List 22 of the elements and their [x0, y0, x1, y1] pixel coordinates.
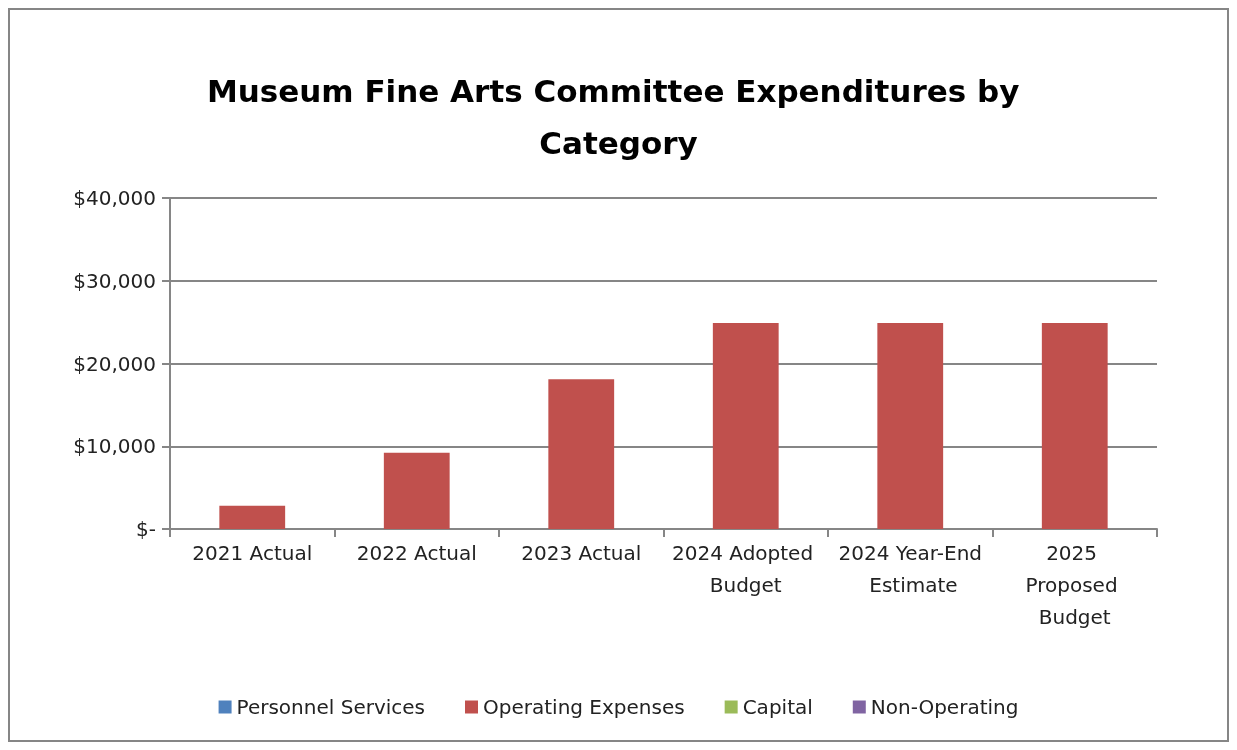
x-tick-label: 2024 Year-End Estimate: [838, 541, 983, 597]
bar: [548, 379, 615, 529]
legend-label: Operating Expenses: [483, 695, 685, 719]
bar: [877, 322, 944, 529]
y-tick-label: $10,000: [73, 434, 156, 459]
legend-label: Personnel Services: [236, 695, 426, 719]
legend-label: Capital: [742, 695, 813, 719]
x-tick-label: 2025 Proposed Budget: [1025, 541, 1124, 629]
y-tick-label: $20,000: [73, 351, 156, 376]
x-tick-label: 2021 Actual: [192, 541, 313, 565]
y-tick-label: $-: [136, 517, 156, 541]
bar: [1041, 322, 1108, 529]
bar: [383, 452, 450, 529]
x-tick-label: 2023 Actual: [521, 541, 642, 565]
bar: [219, 505, 286, 529]
y-tick-label: $30,000: [73, 268, 156, 293]
bar: [712, 322, 779, 529]
legend-label: Non-Operating: [870, 695, 1019, 719]
x-tick-label: 2024 Adopted Budget: [672, 541, 820, 597]
chart-title: Museum Fine Arts Committee Expenditures by Category: [206, 73, 1031, 161]
y-tick-label: $40,000: [73, 186, 156, 210]
x-tick-label: 2022 Actual: [356, 541, 477, 565]
